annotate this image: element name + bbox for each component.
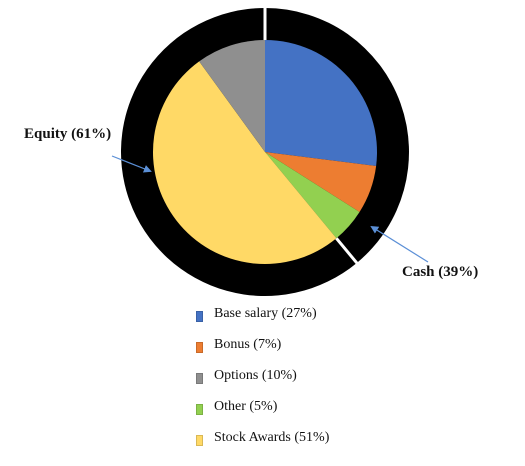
legend-label: Bonus (7%) xyxy=(214,337,282,352)
chart-legend: Base salary (27%) Bonus (7%) Options (10… xyxy=(196,306,436,461)
ring-separator xyxy=(335,237,359,265)
pie-slice-bonus xyxy=(265,152,377,213)
cash-arrow xyxy=(370,225,429,263)
legend-item-stock-awards: Stock Awards (51%) xyxy=(196,430,436,461)
pie-slice-other xyxy=(265,152,360,239)
legend-swatch xyxy=(196,435,203,446)
legend-item-other: Other (5%) xyxy=(196,399,436,430)
legend-label: Base salary (27%) xyxy=(214,306,317,321)
legend-swatch xyxy=(196,342,203,353)
legend-label: Other (5%) xyxy=(214,399,278,414)
legend-swatch xyxy=(196,373,203,384)
pie-slice-stock-awards xyxy=(152,61,337,265)
pie-slice-options xyxy=(199,40,265,152)
cash-annotation: Cash (39%) xyxy=(402,264,479,280)
legend-item-options: Options (10%) xyxy=(196,368,436,399)
legend-swatch xyxy=(196,311,203,322)
equity-arrow xyxy=(111,155,152,173)
legend-item-base-salary: Base salary (27%) xyxy=(196,306,436,337)
pie-slice-base-salary xyxy=(265,40,378,167)
equity-annotation: Equity (61%) xyxy=(24,126,112,142)
legend-label: Stock Awards (51%) xyxy=(214,430,330,445)
legend-label: Options (10%) xyxy=(214,368,297,383)
legend-swatch xyxy=(196,404,203,415)
legend-item-bonus: Bonus (7%) xyxy=(196,337,436,368)
